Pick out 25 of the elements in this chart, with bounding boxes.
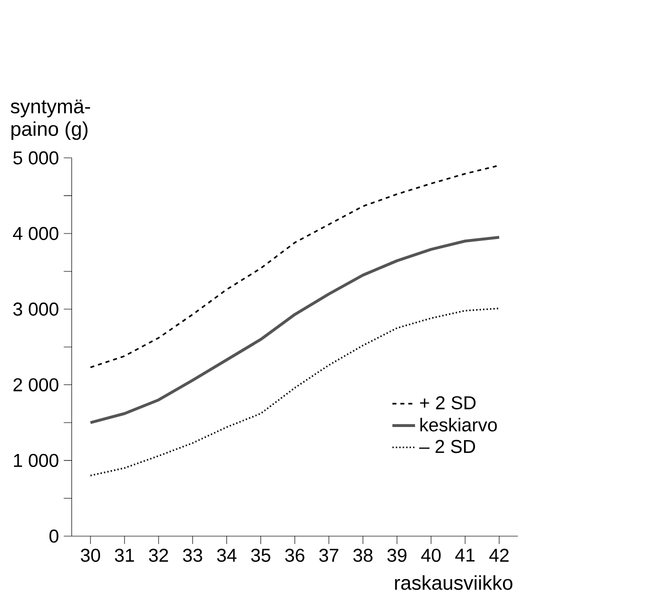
x-tick-label: 42	[489, 548, 509, 562]
x-tick-label: 36	[285, 548, 304, 562]
x-tick-label: 33	[183, 548, 202, 562]
legend-label: keskiarvo	[420, 418, 497, 432]
y-tick-label: 3 000	[13, 302, 58, 316]
x-tick-label: 30	[80, 548, 100, 562]
legend-label: – 2 SD	[419, 440, 476, 454]
x-tick-label: 41	[455, 548, 475, 562]
x-tick-label: 40	[421, 548, 441, 562]
x-axis-title: raskausviikko	[395, 575, 512, 590]
x-tick-label: 38	[353, 548, 372, 562]
x-tick-label: 31	[114, 548, 134, 562]
x-tick-label: 34	[217, 548, 236, 562]
y-tick-label: 1 000	[14, 454, 58, 468]
x-tick-label: 32	[148, 548, 168, 562]
y-tick-label: 5 000	[13, 151, 58, 165]
y-tick-label: 2 000	[14, 378, 58, 392]
x-tick-label: 35	[251, 548, 270, 562]
y-tick-label: 0	[49, 530, 58, 543]
legend-label: + 2 SD	[420, 396, 476, 410]
line-series	[90, 308, 500, 476]
y-axis-title: syntymä- paino (g)	[10, 100, 90, 140]
x-tick-label: 37	[319, 548, 338, 562]
y-tick-label: 4 000	[13, 227, 58, 240]
x-tick-label: 39	[387, 548, 406, 562]
